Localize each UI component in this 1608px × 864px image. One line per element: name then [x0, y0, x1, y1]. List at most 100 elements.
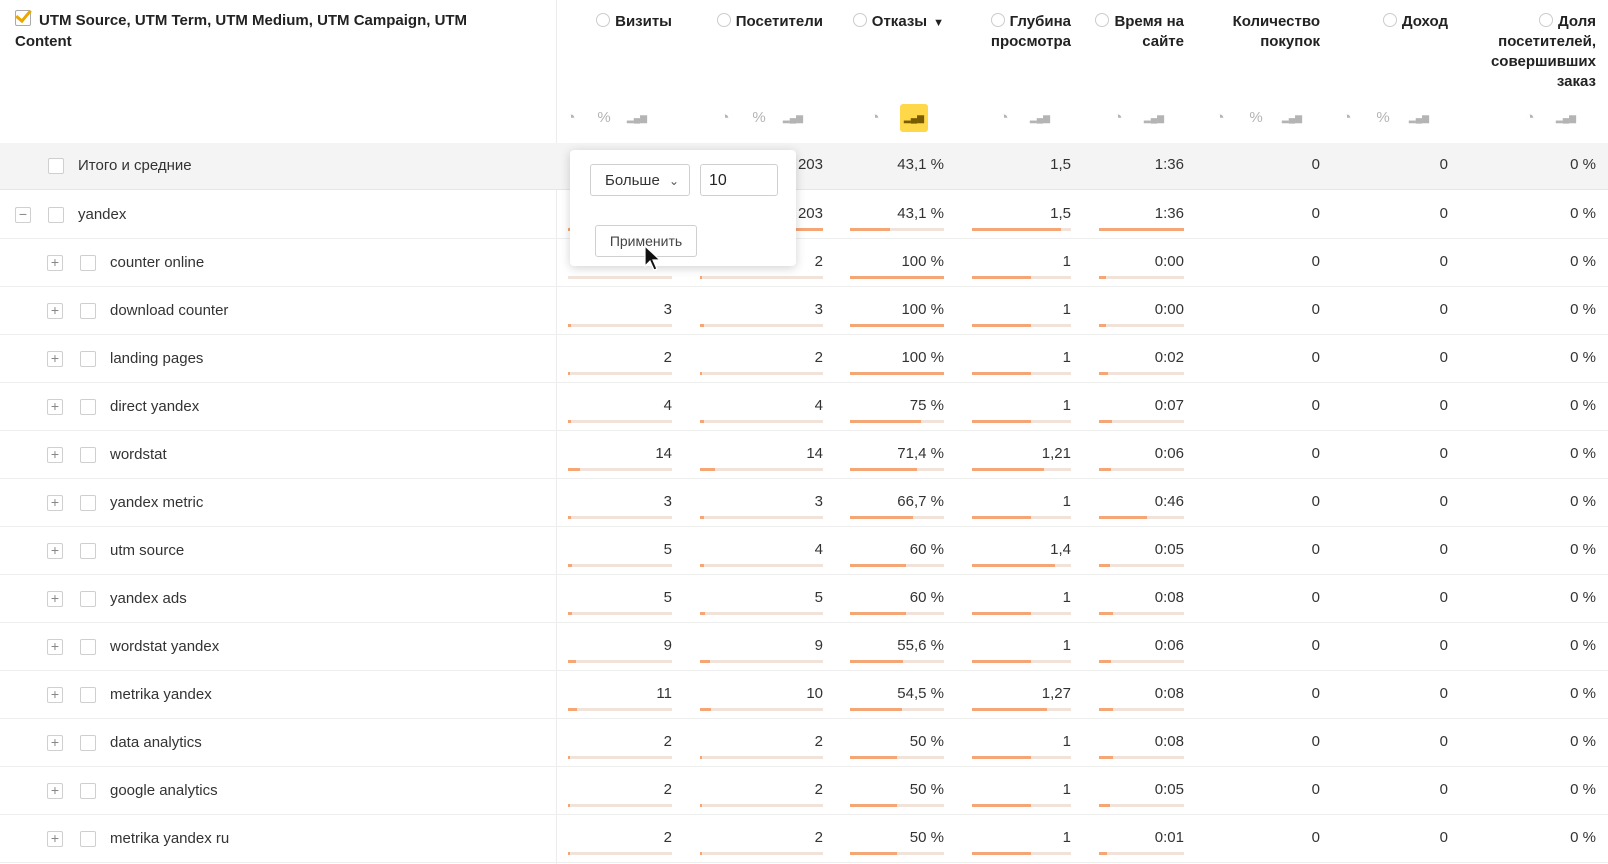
- row-checkbox[interactable]: [80, 831, 96, 847]
- column-header-7[interactable]: Доля посетителей, совершивших заказ: [1456, 12, 1596, 92]
- row-checkbox[interactable]: [80, 303, 96, 319]
- bar-chart-icon[interactable]: ▂▄▆: [1408, 113, 1430, 123]
- expand-icon[interactable]: +: [47, 735, 63, 751]
- column-header-0[interactable]: Визиты: [582, 12, 672, 32]
- table-row[interactable]: + yandex ads 5 5 60 % 1 0:08 0 0 0 %: [0, 576, 1608, 623]
- row-checkbox[interactable]: [80, 399, 96, 415]
- row-checkbox[interactable]: [80, 591, 96, 607]
- table-row[interactable]: + metrika yandex ru 2 2 50 % 1 0:01 0 0 0 %: [0, 816, 1608, 863]
- row-label[interactable]: metrika yandex: [110, 686, 212, 703]
- table-row[interactable]: + landing pages 2 2 100 % 1 0:02 0 0 0 %: [0, 336, 1608, 383]
- table-row[interactable]: + counter online 2 100 % 1 0:00 0 0 0 %: [0, 240, 1608, 287]
- table-row[interactable]: + direct yandex 4 4 75 % 1 0:07 0 0 0 %: [0, 384, 1608, 431]
- column-header-2[interactable]: Отказы ▼: [834, 12, 944, 33]
- percent-icon[interactable]: %: [1249, 109, 1263, 126]
- row-label[interactable]: wordstat yandex: [110, 638, 220, 655]
- sort-desc-icon[interactable]: ▼: [933, 17, 944, 29]
- row-label[interactable]: wordstat: [110, 446, 167, 463]
- collapse-icon[interactable]: −: [15, 207, 31, 223]
- expand-icon[interactable]: +: [47, 591, 63, 607]
- row-checkbox[interactable]: [80, 735, 96, 751]
- expand-icon[interactable]: +: [47, 639, 63, 655]
- pie-chart-icon[interactable]: ◔: [1342, 109, 1352, 126]
- row-label[interactable]: yandex ads: [110, 590, 187, 607]
- expand-icon[interactable]: +: [47, 687, 63, 703]
- pie-chart-icon[interactable]: ◔: [566, 109, 576, 126]
- row-checkbox[interactable]: [48, 207, 64, 223]
- expand-icon[interactable]: +: [47, 303, 63, 319]
- table-row[interactable]: + wordstat 14 14 71,4 % 1,21 0:06 0 0 0 %: [0, 432, 1608, 479]
- table-row[interactable]: + metrika yandex 11 10 54,5 % 1,27 0:08 0 0 0 %: [0, 672, 1608, 719]
- row-checkbox[interactable]: [80, 783, 96, 799]
- pie-chart-icon[interactable]: ◔: [870, 109, 880, 126]
- table-row[interactable]: + wordstat yandex 9 9 55,6 % 1 0:06 0 0 0 %: [0, 624, 1608, 671]
- expand-icon[interactable]: +: [47, 255, 63, 271]
- row-checkbox[interactable]: [80, 639, 96, 655]
- percent-icon[interactable]: %: [597, 109, 611, 126]
- row-checkbox[interactable]: [80, 543, 96, 559]
- table-row[interactable]: + google analytics 2 2 50 % 1 0:05 0 0 0 %: [0, 768, 1608, 815]
- select-all-checkbox[interactable]: [15, 10, 31, 26]
- row-label[interactable]: Итого и средние: [78, 157, 192, 174]
- row-label[interactable]: data analytics: [110, 734, 202, 751]
- table-row[interactable]: + yandex metric 3 3 66,7 % 1 0:46 0 0 0 %: [0, 480, 1608, 527]
- row-label[interactable]: utm source: [110, 542, 185, 559]
- pie-chart-icon[interactable]: ◔: [999, 109, 1009, 126]
- pie-chart-icon[interactable]: ◔: [720, 109, 730, 126]
- info-icon[interactable]: [716, 13, 731, 27]
- column-header-6[interactable]: Доход: [1358, 12, 1448, 32]
- expand-icon[interactable]: +: [47, 831, 63, 847]
- dimension-header[interactable]: UTM Source, UTM Term, UTM Medium, UTM Ca…: [15, 10, 515, 52]
- bar-chart-icon[interactable]: ▂▄▆: [1281, 113, 1303, 123]
- info-icon[interactable]: [596, 13, 611, 27]
- expand-icon[interactable]: +: [47, 351, 63, 367]
- row-label[interactable]: yandex metric: [110, 494, 204, 511]
- row-checkbox[interactable]: [80, 255, 96, 271]
- info-icon[interactable]: [1095, 13, 1110, 27]
- row-label[interactable]: counter online: [110, 254, 205, 271]
- apply-button[interactable]: Применить: [595, 225, 697, 257]
- filter-operator-select[interactable]: Больше ⌄: [590, 164, 690, 196]
- pie-chart-icon[interactable]: ◔: [1215, 109, 1225, 126]
- column-header-4[interactable]: Время на сайте: [1094, 12, 1184, 52]
- row-checkbox[interactable]: [80, 447, 96, 463]
- expand-icon[interactable]: +: [47, 495, 63, 511]
- row-label[interactable]: landing pages: [110, 350, 204, 367]
- column-header-1[interactable]: Посетители: [693, 12, 823, 32]
- expand-icon[interactable]: +: [47, 447, 63, 463]
- info-icon[interactable]: [1382, 13, 1397, 27]
- row-checkbox[interactable]: [80, 351, 96, 367]
- column-header-5[interactable]: Количество покупок: [1200, 12, 1320, 52]
- row-label[interactable]: direct yandex: [110, 398, 200, 415]
- table-row[interactable]: + utm source 5 4 60 % 1,4 0:05 0 0 0 %: [0, 528, 1608, 575]
- info-icon[interactable]: [1539, 13, 1554, 27]
- row-label[interactable]: yandex: [78, 206, 127, 223]
- bar-chart-icon[interactable]: ▂▄▆: [1029, 113, 1051, 123]
- row-label[interactable]: google analytics: [110, 782, 218, 799]
- totals-row[interactable]: Итого и средние 203 43,1 % 1,5 1:36 0 0 0 %: [0, 143, 1608, 190]
- bar-chart-icon[interactable]: ▂▄▆: [900, 104, 928, 132]
- bar-chart-icon[interactable]: ▂▄▆: [1143, 113, 1165, 123]
- table-row[interactable]: − yandex 203 43,1 % 1,5 1:36 0 0 0 %: [0, 192, 1608, 239]
- table-row[interactable]: + data analytics 2 2 50 % 1 0:08 0 0 0 %: [0, 720, 1608, 767]
- expand-icon[interactable]: +: [47, 543, 63, 559]
- pie-chart-icon[interactable]: ◔: [1525, 109, 1535, 126]
- row-label[interactable]: download counter: [110, 302, 229, 319]
- expand-icon[interactable]: +: [47, 783, 63, 799]
- info-icon[interactable]: [852, 13, 867, 27]
- column-header-3[interactable]: Глубина просмотра: [971, 12, 1071, 52]
- expand-icon[interactable]: +: [47, 399, 63, 415]
- bar-chart-icon[interactable]: ▂▄▆: [626, 113, 648, 123]
- row-checkbox[interactable]: [48, 158, 64, 174]
- info-icon[interactable]: [990, 13, 1005, 27]
- table-row[interactable]: + download counter 3 3 100 % 1 0:00 0 0 0 %: [0, 288, 1608, 335]
- pie-chart-icon[interactable]: ◔: [1113, 109, 1123, 126]
- filter-value-input[interactable]: 10: [700, 164, 778, 196]
- bar-chart-icon[interactable]: ▂▄▆: [1555, 113, 1577, 123]
- row-checkbox[interactable]: [80, 687, 96, 703]
- bar-chart-icon[interactable]: ▂▄▆: [782, 113, 804, 123]
- percent-icon[interactable]: %: [752, 109, 766, 126]
- row-label[interactable]: metrika yandex ru: [110, 830, 230, 847]
- row-checkbox[interactable]: [80, 495, 96, 511]
- percent-icon[interactable]: %: [1376, 109, 1390, 126]
